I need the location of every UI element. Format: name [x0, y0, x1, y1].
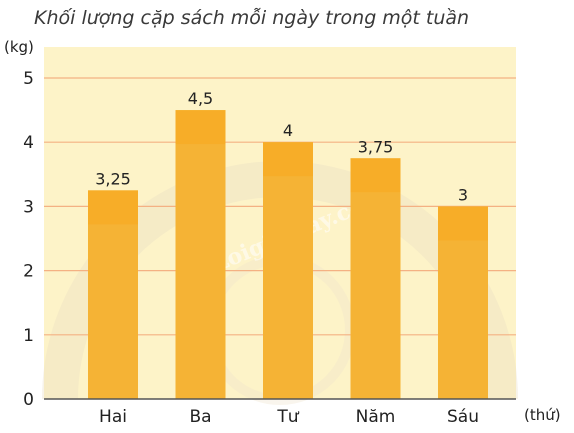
x-tick-label: Ba [189, 407, 211, 427]
bar-top-highlight [175, 110, 226, 145]
y-tick-label: 5 [23, 69, 34, 89]
bar-4 [350, 158, 401, 399]
x-axis-unit-label: (thứ) [524, 406, 561, 424]
data-label: 3,25 [95, 169, 131, 188]
bar-top-highlight [350, 158, 401, 193]
bar-1 [88, 190, 138, 399]
data-label: 4 [283, 121, 293, 140]
x-tick-label: Tư [276, 407, 299, 427]
bar-top-highlight [88, 190, 138, 225]
y-tick-label: 0 [23, 390, 34, 410]
y-axis-ticks: 0 1 2 3 4 5 [23, 69, 34, 410]
bar-top-highlight [263, 142, 313, 177]
y-tick-label: 3 [23, 197, 34, 217]
data-labels: 3,25 4,5 4 3,75 3 [95, 89, 468, 204]
bar-top-highlight [438, 206, 488, 241]
data-label: 3,75 [358, 137, 394, 156]
bar-3 [263, 142, 313, 399]
y-tick-label: 4 [23, 133, 34, 153]
x-axis-ticks: Hai Ba Tư Năm Sáu [99, 407, 479, 427]
bar-2 [175, 110, 226, 399]
bars [88, 110, 488, 399]
x-tick-label: Sáu [447, 407, 479, 427]
chart-title: Khối lượng cặp sách mỗi ngày trong một t… [34, 7, 469, 29]
y-tick-label: 2 [23, 262, 34, 282]
y-axis-unit-label: (kg) [4, 38, 34, 56]
x-tick-label: Hai [99, 407, 127, 427]
y-tick-label: 1 [23, 326, 34, 346]
data-label: 4,5 [188, 89, 213, 108]
x-tick-label: Năm [356, 407, 396, 427]
data-label: 3 [458, 185, 468, 204]
